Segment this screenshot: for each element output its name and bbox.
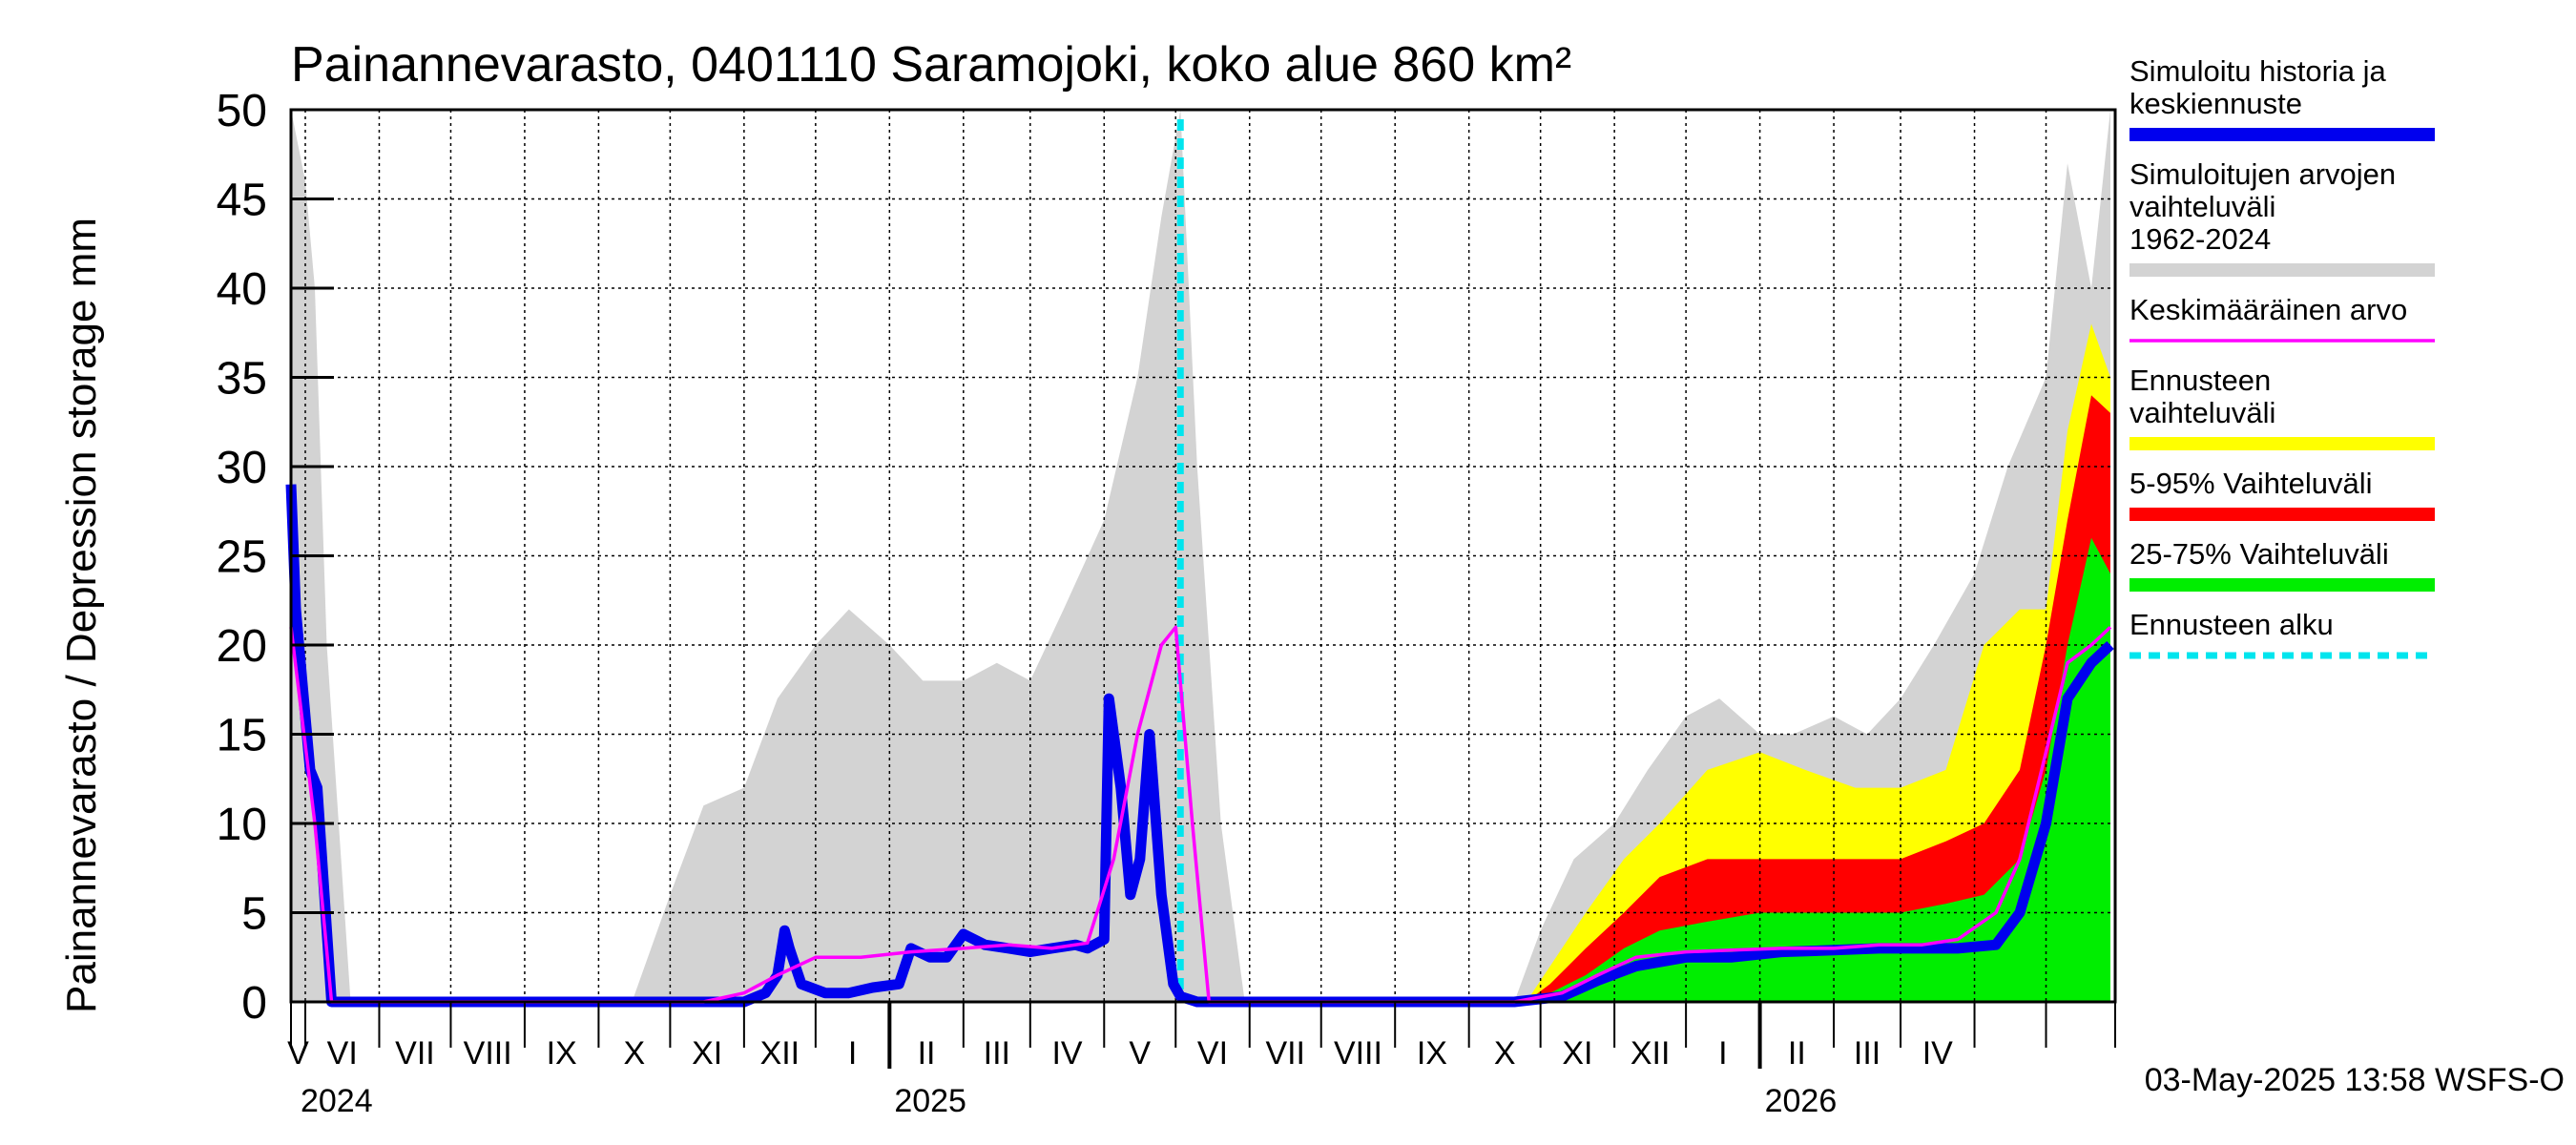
x-month-label: XII [760, 1035, 800, 1072]
x-month-label: I [1718, 1035, 1727, 1072]
x-month-label: IX [1417, 1035, 1447, 1072]
y-tick-label: 20 [217, 621, 267, 672]
legend-label: 25-75% Vaihteluväli [2129, 537, 2389, 571]
y-tick-label: 0 [241, 978, 267, 1029]
x-month-label: II [918, 1035, 936, 1072]
legend-label: vaihteluväli [2129, 190, 2275, 223]
x-month-label: XI [692, 1035, 722, 1072]
legend-label: 5-95% Vaihteluväli [2129, 467, 2372, 500]
y-tick-label: 25 [217, 532, 267, 583]
x-month-label: VI [1197, 1035, 1228, 1072]
x-month-label: III [984, 1035, 1010, 1072]
x-year-label: 2026 [1765, 1083, 1838, 1119]
x-month-label: VIII [1334, 1035, 1382, 1072]
x-year-label: 2024 [301, 1083, 373, 1119]
area-5-95-vaihteluv-li [1526, 395, 2110, 1002]
y-tick-label: 45 [217, 176, 267, 226]
legend-label: Ennusteen [2129, 364, 2271, 397]
x-month-label: VIII [464, 1035, 512, 1072]
area-ennusteen-vaihteluv-li [1526, 323, 2110, 1002]
legend-label: Simuloitu historia ja [2129, 54, 2387, 88]
y-axis-label: Painannevarasto / Depression storage mm [58, 218, 105, 1013]
x-month-label: I [848, 1035, 857, 1072]
x-month-label: II [1788, 1035, 1806, 1072]
x-month-label: XI [1562, 1035, 1592, 1072]
x-month-label: IX [547, 1035, 577, 1072]
x-month-label: VII [1265, 1035, 1305, 1072]
y-tick-label: 15 [217, 711, 267, 761]
legend-label: Keskimääräinen arvo [2129, 293, 2407, 326]
x-month-label: IV [1922, 1035, 1953, 1072]
y-tick-label: 30 [217, 443, 267, 493]
x-month-label: IV [1051, 1035, 1082, 1072]
x-year-label: 2025 [894, 1083, 966, 1119]
y-tick-label: 5 [241, 889, 267, 940]
line-simuloitu-historia-ja-keskiennuste [285, 484, 2114, 1008]
legend-label: keskiennuste [2129, 87, 2302, 120]
x-month-label: III [1854, 1035, 1880, 1072]
x-month-label: VII [395, 1035, 435, 1072]
y-tick-label: 35 [217, 354, 267, 405]
y-tick-label: 50 [217, 86, 267, 136]
x-month-label: X [624, 1035, 646, 1072]
footer-timestamp: 03-May-2025 13:58 WSFS-O [2145, 1062, 2565, 1098]
chart-title: Painannevarasto, 0401110 Saramojoki, kok… [291, 37, 1571, 93]
x-month-label: V [1129, 1035, 1151, 1072]
x-month-label: VI [327, 1035, 358, 1072]
y-tick-label: 10 [217, 800, 267, 850]
line-keskim-r-inen-arvo [289, 625, 2112, 1004]
x-month-label: XII [1631, 1035, 1671, 1072]
legend-label: Simuloitujen arvojen [2129, 157, 2396, 191]
x-month-label: X [1494, 1035, 1516, 1072]
legend-label: Ennusteen alku [2129, 608, 2334, 641]
x-month-label: V [287, 1035, 309, 1072]
legend-label: vaihteluväli [2129, 396, 2275, 429]
y-tick-label: 40 [217, 264, 267, 315]
area-25-75-vaihteluv-li [1526, 537, 2110, 1002]
legend-label: 1962-2024 [2129, 222, 2271, 256]
